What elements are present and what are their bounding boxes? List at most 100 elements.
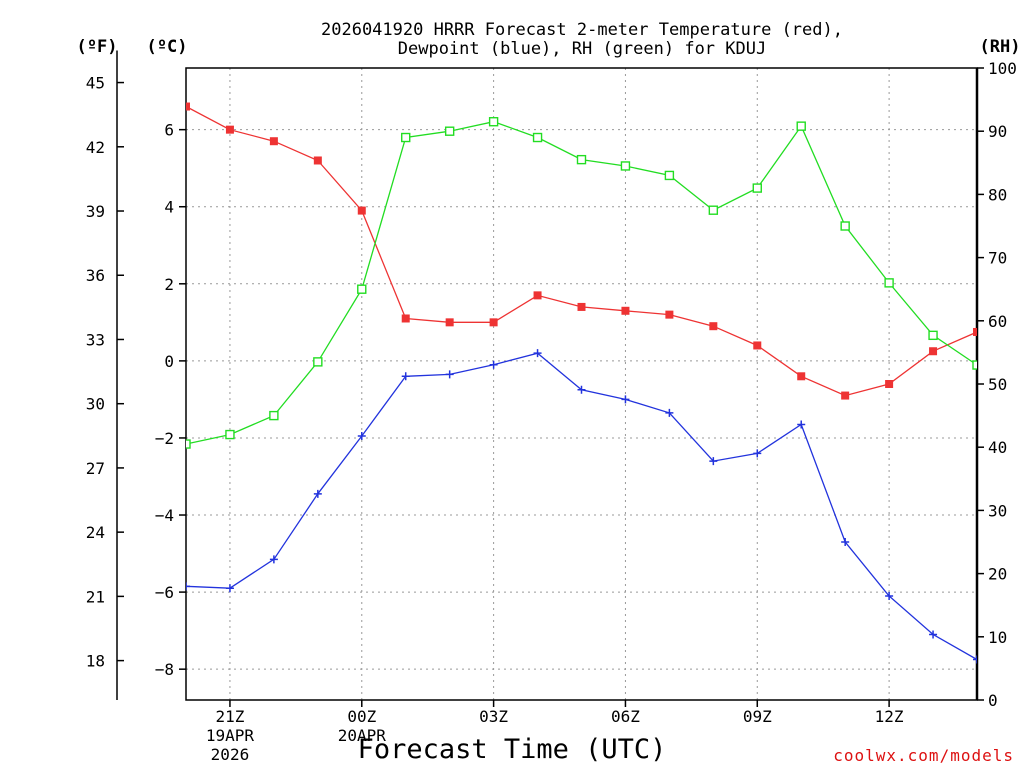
fahrenheit-tick-label: 39 — [86, 202, 105, 221]
chart-title-line-2: Dewpoint (blue), RH (green) for KDUJ — [398, 39, 766, 59]
fahrenheit-unit-label: (ºF) — [77, 37, 118, 57]
x-tick-date-label: 20APR — [338, 726, 387, 745]
dewpoint-point — [665, 408, 674, 417]
celsius-tick-label: 6 — [164, 121, 174, 140]
celsius-tick-label: −6 — [155, 583, 174, 602]
temperature-point — [885, 380, 894, 388]
rh-point — [532, 132, 543, 143]
rh-line — [186, 121, 977, 445]
celsius-tick-label: −8 — [155, 660, 174, 679]
dewpoint-point — [885, 591, 894, 600]
dewpoint-point — [313, 489, 322, 498]
x-tick-label: 06Z — [611, 707, 640, 726]
temperature-point — [445, 318, 454, 327]
x-tick-label: 09Z — [743, 707, 772, 726]
dewpoint-point — [269, 555, 278, 564]
x-tick-label: 21Z — [215, 707, 244, 726]
temperature-point — [357, 206, 366, 215]
chart-title-line-1: 2026041920 HRRR Forecast 2-meter Tempera… — [321, 20, 843, 40]
temperature-point — [621, 306, 630, 315]
temperature-point — [533, 291, 542, 300]
temperature-point — [489, 318, 498, 327]
rh-point — [796, 121, 806, 131]
rh-tick-label: 30 — [988, 501, 1007, 520]
rh-tick-label: 80 — [988, 185, 1007, 204]
temperature-point — [269, 137, 278, 146]
rh-point — [444, 126, 455, 136]
axes: −8−6−4−202461821242730333639424501020304… — [86, 50, 1017, 764]
dewpoint-point — [797, 420, 806, 429]
temperature-point — [753, 341, 762, 350]
rh-tick-label: 20 — [988, 565, 1007, 584]
rh-tick-label: 40 — [988, 438, 1007, 457]
rh-unit-label: (RH) — [980, 37, 1021, 57]
rh-point — [357, 284, 367, 294]
temperature-point — [186, 102, 190, 111]
temperature-point — [401, 314, 410, 323]
dewpoint-point — [445, 370, 454, 379]
rh-point — [752, 183, 762, 193]
celsius-tick-label: −2 — [155, 429, 174, 448]
fahrenheit-tick-label: 30 — [86, 395, 105, 414]
fahrenheit-tick-label: 33 — [86, 330, 105, 349]
x-tick-label: 00Z — [347, 707, 376, 726]
dewpoint-point — [225, 584, 234, 593]
rh-point — [664, 170, 675, 181]
rh-point — [225, 429, 235, 440]
dewpoint-point — [973, 655, 977, 664]
dewpoint-line — [186, 352, 977, 661]
celsius-tick-label: −4 — [155, 506, 174, 525]
temperature-point — [225, 125, 234, 134]
dewpoint-point — [709, 457, 718, 466]
temperature-point — [313, 156, 322, 165]
celsius-tick-label: 0 — [164, 352, 174, 371]
dewpoint-point — [621, 395, 630, 404]
temperature-point — [929, 347, 938, 356]
x-tick-label: 12Z — [875, 707, 904, 726]
temperature-point — [665, 310, 674, 319]
temperature-point — [841, 391, 850, 400]
dewpoint-point — [753, 449, 762, 458]
rh-point — [928, 330, 938, 341]
temperature-line — [186, 105, 977, 397]
rh-tick-label: 0 — [988, 691, 998, 710]
x-tick-date-label: 19APR — [206, 726, 255, 745]
rh-point — [488, 117, 499, 127]
dewpoint-point — [929, 630, 938, 639]
rh-point — [840, 221, 850, 231]
dewpoint-point — [401, 372, 410, 381]
fahrenheit-tick-label: 21 — [86, 587, 105, 606]
rh-tick-label: 50 — [988, 375, 1007, 394]
temperature-point — [577, 302, 586, 311]
temperature-point — [709, 322, 718, 331]
dewpoint-point — [533, 349, 542, 358]
rh-tick-label: 100 — [988, 59, 1017, 78]
fahrenheit-tick-label: 36 — [86, 266, 105, 285]
rh-tick-label: 70 — [988, 249, 1007, 268]
rh-point — [269, 410, 279, 421]
credit-text: coolwx.com/models — [833, 746, 1014, 765]
temperature-point — [797, 372, 806, 381]
celsius-tick-label: 4 — [164, 198, 174, 217]
dewpoint-point — [186, 582, 190, 591]
rh-tick-label: 10 — [988, 628, 1007, 647]
rh-point — [401, 132, 411, 143]
dewpoint-point — [357, 432, 366, 441]
rh-point — [313, 357, 323, 367]
rh-point — [576, 154, 587, 165]
fahrenheit-tick-label: 18 — [86, 652, 105, 671]
x-axis-label: Forecast Time (UTC) — [358, 734, 667, 765]
celsius-unit-label: (ºC) — [147, 37, 188, 57]
rh-point — [708, 205, 719, 215]
rh-point — [972, 360, 977, 370]
fahrenheit-tick-label: 42 — [86, 138, 105, 157]
fahrenheit-tick-label: 27 — [86, 459, 105, 478]
rh-point — [884, 278, 894, 288]
celsius-tick-label: 2 — [164, 275, 174, 294]
series-layer — [186, 102, 977, 664]
rh-point — [186, 439, 191, 449]
fahrenheit-tick-label: 45 — [86, 74, 105, 93]
dewpoint-point — [489, 360, 498, 369]
x-tick-label: 03Z — [479, 707, 508, 726]
